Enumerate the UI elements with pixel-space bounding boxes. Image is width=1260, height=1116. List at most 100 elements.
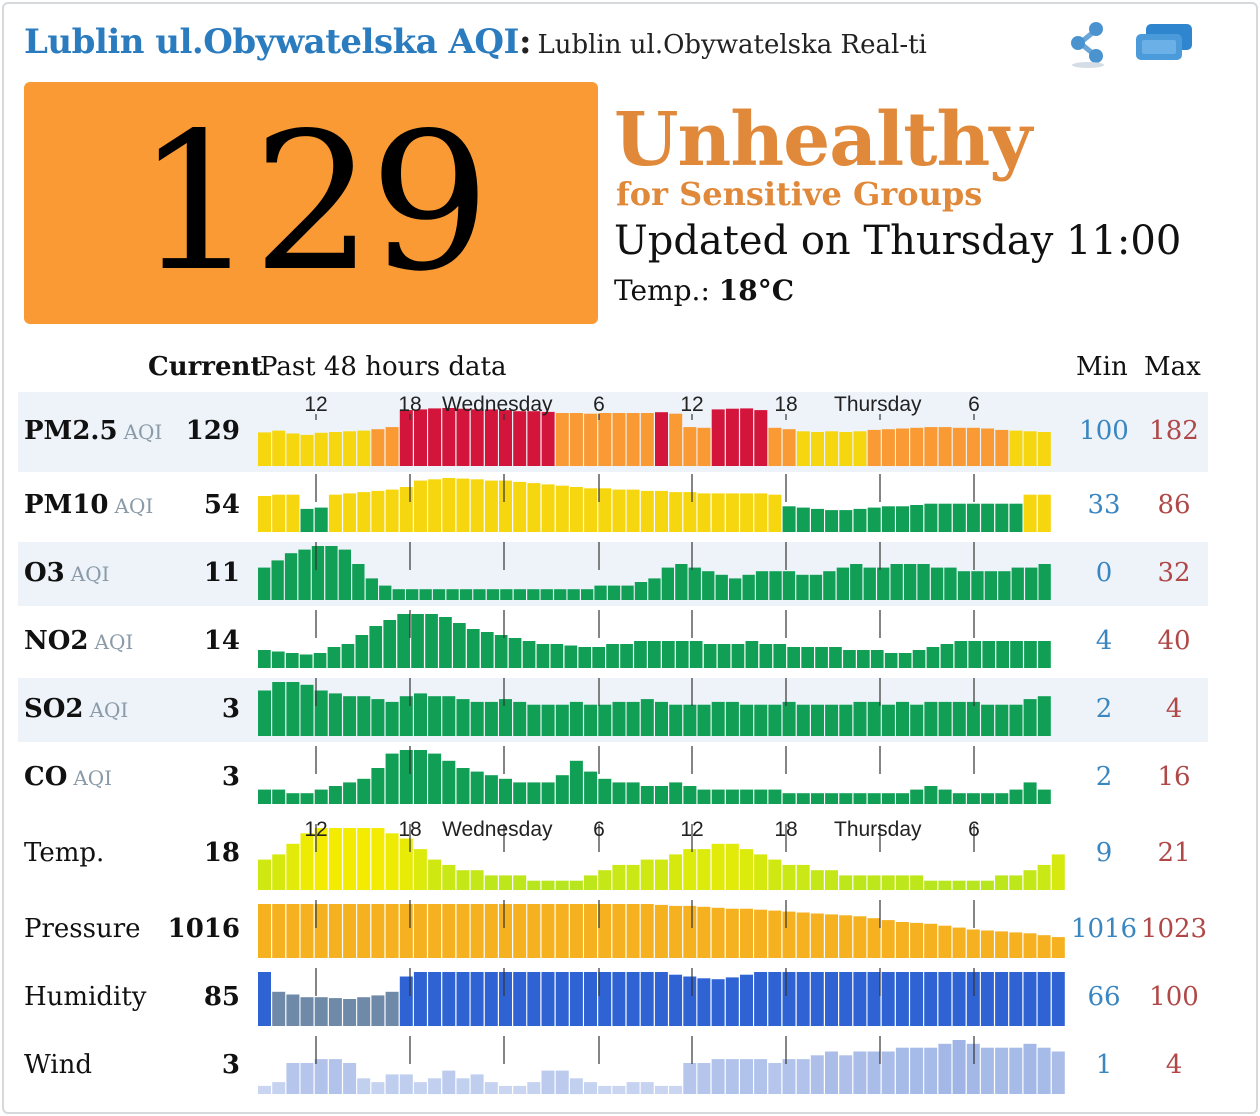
bar: [669, 854, 683, 890]
bar: [1024, 641, 1037, 668]
bar: [442, 972, 456, 1026]
bar: [258, 972, 271, 1026]
pollutant-name: PM2.5: [24, 416, 118, 446]
bar: [385, 1074, 399, 1094]
bar: [711, 493, 725, 532]
row-label-pressure[interactable]: Pressure: [24, 914, 141, 944]
bar: [369, 626, 383, 668]
row-label-humidity[interactable]: Humidity: [24, 982, 146, 1012]
pollutant-name: Temp.: [24, 838, 105, 868]
bar: [584, 972, 597, 1026]
bar: [924, 923, 938, 958]
bar: [754, 1059, 768, 1094]
row-label-o3[interactable]: O3 AQI: [24, 558, 110, 588]
bar: [442, 864, 456, 890]
bar: [825, 1051, 838, 1094]
bar: [414, 750, 427, 804]
bar: [996, 641, 1009, 668]
bar: [669, 492, 683, 532]
bar: [982, 641, 996, 668]
min-value: 1: [1095, 1050, 1113, 1080]
bar: [825, 793, 839, 804]
bar: [371, 1082, 385, 1094]
bar: [272, 789, 286, 804]
row-label-pm10[interactable]: PM10 AQI: [24, 490, 153, 520]
bar: [731, 644, 745, 668]
bar: [499, 1085, 512, 1094]
bar: [910, 1047, 924, 1094]
bar: [442, 1070, 456, 1094]
bar: [272, 991, 286, 1026]
bar: [513, 875, 527, 890]
bar: [952, 880, 966, 890]
bar: [867, 972, 881, 1026]
min-value: 2: [1095, 762, 1113, 792]
row-label-wind[interactable]: Wind: [24, 1050, 92, 1080]
bar: [924, 786, 938, 804]
min-value: 33: [1087, 490, 1121, 520]
widget-icon[interactable]: [1132, 18, 1196, 68]
bar: [796, 864, 810, 890]
bar: [328, 1059, 342, 1094]
bar: [527, 483, 541, 532]
bar: [385, 904, 399, 958]
bar: [725, 789, 739, 804]
bar: [870, 650, 884, 668]
station-title-link[interactable]: Lublin ul.Obywatelska AQI: [24, 22, 519, 62]
bar: [1051, 937, 1065, 958]
bar: [740, 908, 753, 958]
bar: [385, 991, 399, 1026]
bar: [399, 976, 413, 1026]
bar: [924, 503, 938, 532]
max-value: 86: [1157, 490, 1191, 520]
aqi-value: 129: [135, 92, 491, 313]
bar: [343, 828, 357, 890]
aqi-level-sublabel: for Sensitive Groups: [616, 175, 983, 213]
bar: [626, 972, 640, 1026]
bar: [442, 760, 456, 804]
bar: [966, 793, 980, 804]
bar: [782, 972, 796, 1026]
bar: [683, 849, 697, 890]
bar: [439, 617, 452, 668]
bar: [272, 854, 286, 890]
bar: [626, 904, 640, 958]
unit-label: AQI: [89, 698, 129, 722]
share-icon[interactable]: [1064, 18, 1112, 68]
bar: [612, 782, 626, 804]
bar: [258, 789, 271, 804]
bar: [640, 972, 654, 1026]
bar: [428, 753, 442, 804]
bar: [442, 478, 456, 532]
bar: [272, 904, 286, 958]
bar: [1009, 972, 1023, 1026]
bar: [413, 904, 427, 958]
bar: [626, 489, 640, 532]
bar: [825, 870, 838, 890]
header: Lublin ul.Obywatelska AQI: Lublin ul.Obyw…: [24, 22, 927, 62]
row-label-temp[interactable]: Temp.: [24, 838, 104, 868]
bar: [300, 904, 314, 958]
current-value: 54: [203, 490, 240, 520]
bar: [725, 977, 739, 1026]
bar: [300, 793, 314, 804]
axis-tick-label: Thursday: [834, 818, 922, 841]
bar: [924, 1047, 938, 1094]
bar: [499, 904, 512, 958]
bar: [527, 880, 541, 890]
bar: [456, 972, 470, 1026]
bar: [954, 641, 968, 668]
row-label-no2[interactable]: NO2 AQI: [24, 626, 133, 656]
bar: [569, 487, 583, 532]
bar: [740, 1059, 753, 1094]
table-header: Current Past 48 hours data Min Max: [4, 352, 1256, 386]
bar: [527, 972, 541, 1026]
row-label-pm2-5[interactable]: PM2.5 AQI: [24, 416, 162, 446]
bar: [697, 849, 711, 890]
bar: [697, 493, 711, 532]
bar: [612, 904, 626, 958]
row-label-so2[interactable]: SO2 AQI: [24, 694, 128, 724]
bar: [411, 614, 424, 668]
row-label-co[interactable]: CO AQI: [24, 762, 112, 792]
